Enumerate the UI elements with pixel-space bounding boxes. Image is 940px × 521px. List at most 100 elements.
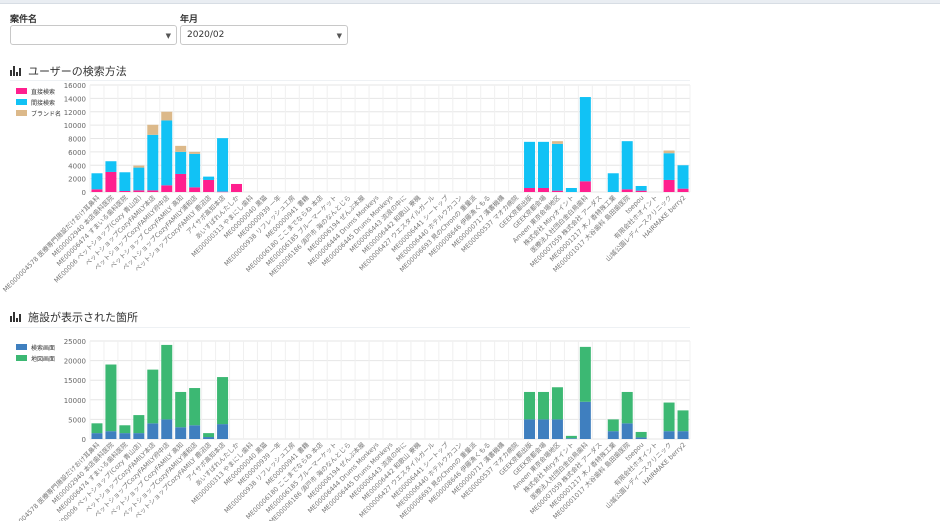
bar-segment bbox=[524, 141, 536, 188]
bar-segment bbox=[663, 179, 675, 192]
bar-segment bbox=[133, 415, 145, 434]
bar-segment bbox=[147, 190, 159, 192]
legend-swatch bbox=[16, 344, 27, 350]
y-tick-label: 10000 bbox=[64, 122, 86, 130]
legend-label: 検索画面 bbox=[31, 344, 55, 352]
bar-segment bbox=[537, 419, 549, 439]
bar-segment bbox=[231, 183, 243, 192]
bar-segment bbox=[161, 344, 173, 420]
bar-segment bbox=[677, 431, 689, 439]
bar-segment bbox=[147, 134, 159, 191]
bar-segment bbox=[175, 151, 187, 174]
bar-segment bbox=[91, 423, 103, 434]
bar-segment bbox=[537, 391, 549, 420]
bar-segment bbox=[119, 425, 131, 434]
bar-segment bbox=[607, 419, 619, 432]
bar-segment bbox=[621, 423, 633, 439]
bar-segment bbox=[537, 141, 549, 188]
bar-segment bbox=[189, 151, 201, 154]
legend-swatch bbox=[16, 355, 27, 361]
bar-segment bbox=[189, 187, 201, 192]
bar-segment bbox=[663, 402, 675, 432]
bar-segment bbox=[119, 190, 131, 192]
bar-segment bbox=[161, 120, 173, 186]
legend-label: 直接検索 bbox=[31, 88, 55, 96]
y-tick-label: 16000 bbox=[64, 82, 86, 90]
y-tick-label: 8000 bbox=[68, 136, 86, 144]
y-tick-label: 15000 bbox=[64, 377, 86, 385]
legend-swatch bbox=[16, 99, 27, 105]
bar-segment bbox=[133, 167, 145, 191]
bar-segment bbox=[175, 391, 187, 428]
bar-segment bbox=[524, 391, 536, 420]
y-tick-label: 0 bbox=[82, 189, 86, 197]
bar-segment bbox=[621, 391, 633, 424]
bar-segment bbox=[565, 435, 577, 439]
bar-segment bbox=[91, 173, 103, 190]
project-label: 案件名 bbox=[10, 15, 38, 25]
bar-segment bbox=[677, 165, 689, 189]
chart2-title: 施設が表示された箇所 bbox=[28, 311, 138, 324]
chart2-heading: 施設が表示された箇所 bbox=[10, 309, 138, 325]
legend-label: ブランド名 bbox=[31, 110, 61, 118]
divider bbox=[10, 80, 690, 81]
bar-segment bbox=[203, 433, 215, 438]
bar-segment bbox=[551, 190, 563, 192]
bar-segment bbox=[537, 187, 549, 192]
bar-segment bbox=[579, 346, 591, 402]
bar-segment bbox=[217, 138, 229, 192]
chart1-heading: ユーザーの検索方法 bbox=[10, 63, 127, 79]
month-select-value: 2020/02 bbox=[187, 30, 225, 40]
bar-segment bbox=[551, 419, 563, 439]
x-tick-label: ME000004578 医療専門施設だけおけ耳鼻科 bbox=[1, 193, 102, 294]
bar-segment bbox=[635, 437, 647, 439]
bar-segment bbox=[579, 401, 591, 439]
month-label: 年月 bbox=[180, 15, 199, 25]
bar-segment bbox=[105, 161, 117, 172]
bar-segment bbox=[175, 145, 187, 152]
bar-segment bbox=[91, 433, 103, 439]
bar-segment bbox=[175, 427, 187, 439]
chevron-down-icon: ▼ bbox=[165, 32, 171, 40]
legend-label: 地図画面 bbox=[31, 355, 55, 363]
bar-segment bbox=[161, 111, 173, 121]
bar-segment bbox=[91, 189, 103, 192]
month-select[interactable]: 2020/02 ▼ bbox=[180, 25, 348, 45]
y-tick-label: 25000 bbox=[64, 338, 86, 346]
bar-segment bbox=[663, 150, 675, 154]
y-tick-label: 2000 bbox=[68, 176, 86, 184]
bar-segment bbox=[621, 141, 633, 190]
top-border bbox=[0, 0, 940, 4]
legend-swatch bbox=[16, 88, 27, 94]
bar-segment bbox=[147, 369, 159, 424]
y-tick-label: 12000 bbox=[64, 109, 86, 117]
chevron-down-icon: ▼ bbox=[336, 32, 342, 40]
bar-segment bbox=[579, 97, 591, 182]
bar-segment bbox=[663, 431, 675, 439]
bar-segment bbox=[663, 153, 675, 180]
bar-segment bbox=[524, 187, 536, 192]
bar-segment bbox=[677, 410, 689, 432]
bar-segment bbox=[133, 433, 145, 439]
bar-segment bbox=[105, 171, 117, 192]
bar-segment bbox=[607, 173, 619, 192]
bar-segment bbox=[565, 438, 577, 439]
y-tick-label: 20000 bbox=[64, 358, 86, 366]
bar-segment bbox=[189, 153, 201, 188]
chart1: 0 2000 4000 6000 8000 10000 12000 14000 16000 ME0… bbox=[1, 82, 691, 294]
project-select[interactable]: ▼ bbox=[10, 25, 177, 45]
bar-segment bbox=[579, 181, 591, 192]
legend-swatch bbox=[16, 110, 27, 116]
bar-segment bbox=[217, 191, 229, 193]
bar-segment bbox=[147, 423, 159, 439]
legend-label: 間接検索 bbox=[31, 99, 55, 107]
bar-segment bbox=[133, 190, 145, 192]
y-tick-label: 0 bbox=[82, 436, 86, 444]
bar-segment bbox=[105, 431, 117, 439]
bar-segment bbox=[551, 141, 563, 144]
bar-segment bbox=[621, 189, 633, 192]
bar-segment bbox=[147, 124, 159, 135]
bar-segment bbox=[175, 173, 187, 192]
bar-segment bbox=[161, 419, 173, 439]
